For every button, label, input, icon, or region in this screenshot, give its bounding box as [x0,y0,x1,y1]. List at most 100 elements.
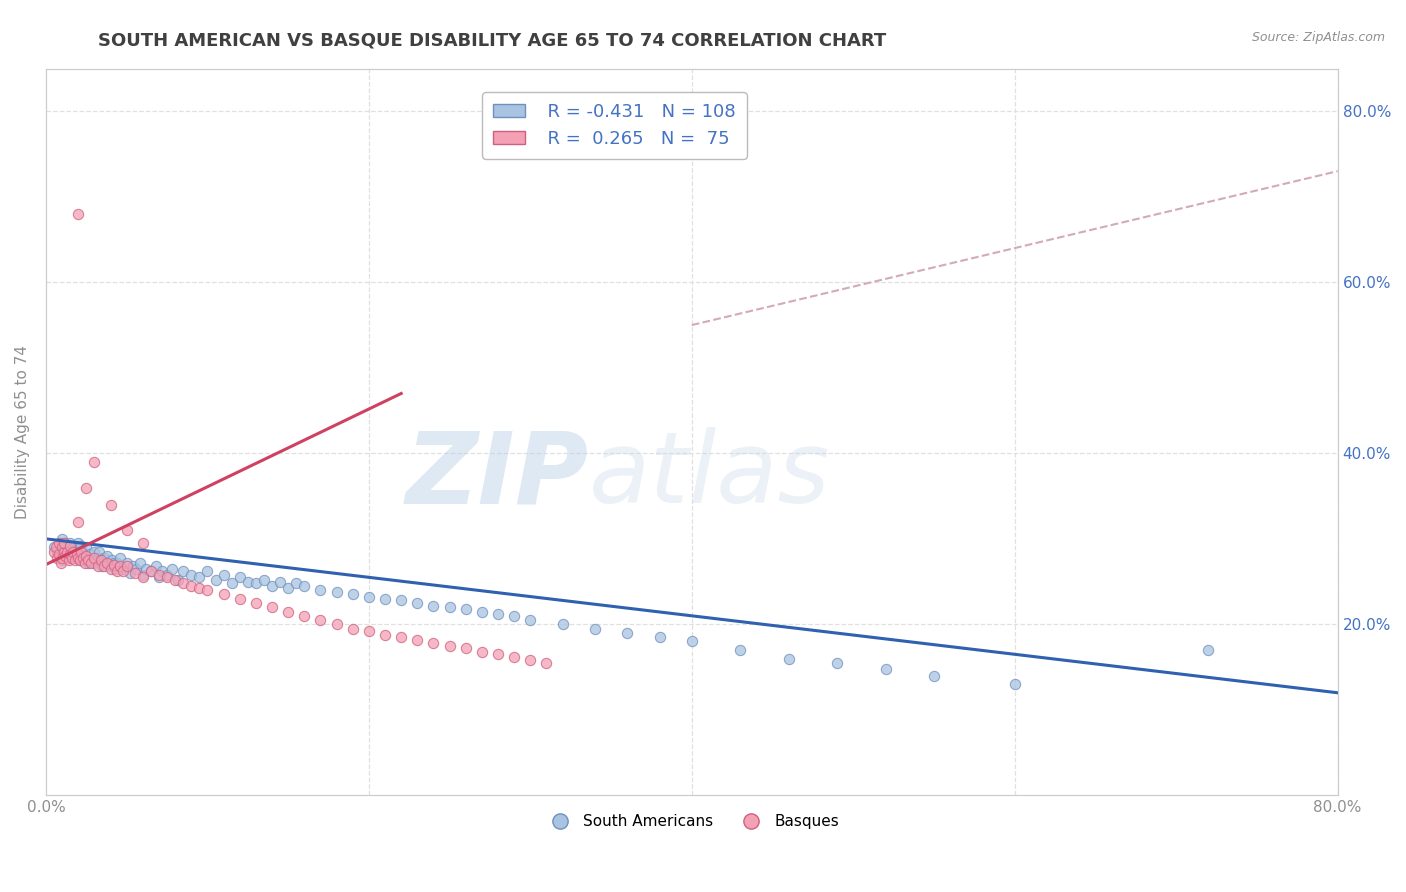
Point [148,567,170,582]
Point [90,553,112,567]
Point [292,608,315,623]
Point [46,544,69,558]
Point [728,643,751,657]
Point [277,582,299,596]
Point [115,559,138,574]
Point [100,498,122,512]
Point [83,455,105,469]
Point [253,573,276,587]
Point [342,622,364,636]
Point [94,556,117,570]
Point [62,544,84,558]
Point [180,567,202,582]
Point [56,539,79,553]
Point [80,556,103,570]
Point [124,566,146,580]
Point [90,553,112,567]
Point [277,605,299,619]
Point [110,559,132,574]
Point [63,544,86,558]
Point [77,556,100,570]
Point [59,536,82,550]
Point [156,567,179,582]
Point [51,550,73,565]
Point [439,639,461,653]
Point [58,550,80,565]
Point [52,541,75,555]
Point [75,541,97,555]
Point [48,536,70,550]
Point [59,547,82,561]
Point [70,544,93,558]
Point [107,559,129,574]
Point [172,565,194,579]
Point [389,630,412,644]
Point [221,576,243,591]
Point [922,668,945,682]
Point [59,539,82,553]
Point [83,550,105,565]
Point [80,553,103,567]
Point [406,596,429,610]
Point [42,544,65,558]
Point [197,583,219,598]
Point [1004,677,1026,691]
Point [69,553,91,567]
Point [135,562,157,576]
Legend: South Americans, Basques: South Americans, Basques [538,808,845,835]
Point [70,539,93,553]
Point [46,550,69,565]
Point [309,583,332,598]
Point [875,662,897,676]
Point [60,550,83,565]
Point [616,626,638,640]
Point [104,562,127,576]
Point [309,613,332,627]
Point [188,582,211,596]
Point [112,562,135,576]
Point [83,556,105,570]
Text: atlas: atlas [589,427,830,524]
Point [188,570,211,584]
Point [228,570,250,584]
Point [471,645,494,659]
Point [139,565,162,579]
Point [236,574,259,589]
Point [67,547,90,561]
Point [228,591,250,606]
Point [62,547,84,561]
Point [53,544,76,558]
Point [93,550,115,565]
Point [110,550,132,565]
Point [63,539,86,553]
Point [91,559,114,574]
Point [139,565,162,579]
Point [503,608,526,623]
Point [59,544,82,558]
Point [292,579,315,593]
Point [89,544,111,558]
Point [180,579,202,593]
Point [52,547,75,561]
Text: Source: ZipAtlas.com: Source: ZipAtlas.com [1251,31,1385,45]
Point [212,567,235,582]
Point [389,593,412,607]
Point [454,641,477,656]
Point [245,596,267,610]
Point [69,553,91,567]
Point [167,573,190,587]
Point [486,607,509,621]
Point [66,550,89,565]
Point [197,565,219,579]
Point [67,207,90,221]
Point [357,624,380,639]
Point [150,565,173,579]
Point [51,532,73,546]
Point [122,559,145,574]
Point [422,636,444,650]
Text: SOUTH AMERICAN VS BASQUE DISABILITY AGE 65 TO 74 CORRELATION CHART: SOUTH AMERICAN VS BASQUE DISABILITY AGE … [98,31,887,49]
Point [103,558,125,572]
Point [1198,643,1220,657]
Point [374,591,396,606]
Point [52,536,75,550]
